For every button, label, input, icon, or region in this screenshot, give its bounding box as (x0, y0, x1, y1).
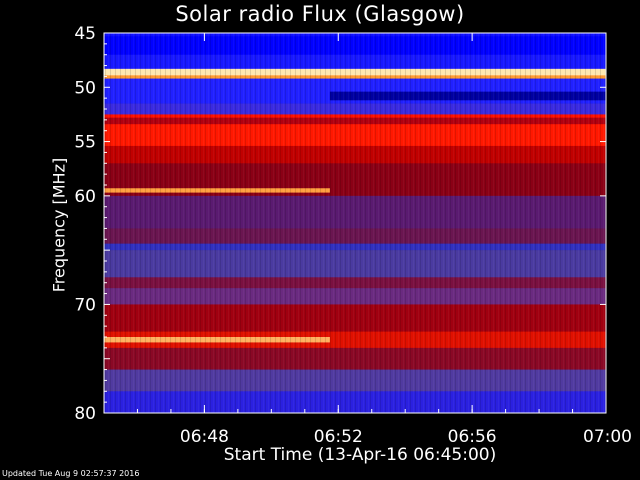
updated-timestamp: Updated Tue Aug 9 02:57:37 2016 (2, 469, 140, 478)
heatmap-texture (104, 33, 606, 413)
y-axis-label: Frequency [MHz] (49, 157, 69, 293)
x-tick-label-06:48: 06:48 (180, 427, 229, 447)
x-tick-label-06:52: 06:52 (314, 427, 363, 447)
plot-frame (103, 32, 607, 414)
x-tick-label-06:56: 06:56 (448, 427, 497, 447)
y-tick-label-45: 45 (74, 24, 96, 44)
x-axis-label: Start Time (13-Apr-16 06:45:00) (223, 445, 497, 465)
y-tick-label-50: 50 (74, 78, 96, 98)
y-tick-label-80: 80 (74, 404, 96, 424)
y-axis: 45 50 55 60 70 80 (74, 24, 606, 424)
x-tick-label-07:00: 07:00 (583, 427, 632, 447)
y-tick-label-60: 60 (74, 187, 96, 207)
x-axis: 06:48 06:52 06:56 07:00 (136, 33, 632, 447)
y-tick-label-55: 55 (74, 133, 96, 153)
chart-title: Solar radio Flux (Glasgow) (175, 2, 465, 26)
y-tick-label-70: 70 (74, 295, 96, 315)
